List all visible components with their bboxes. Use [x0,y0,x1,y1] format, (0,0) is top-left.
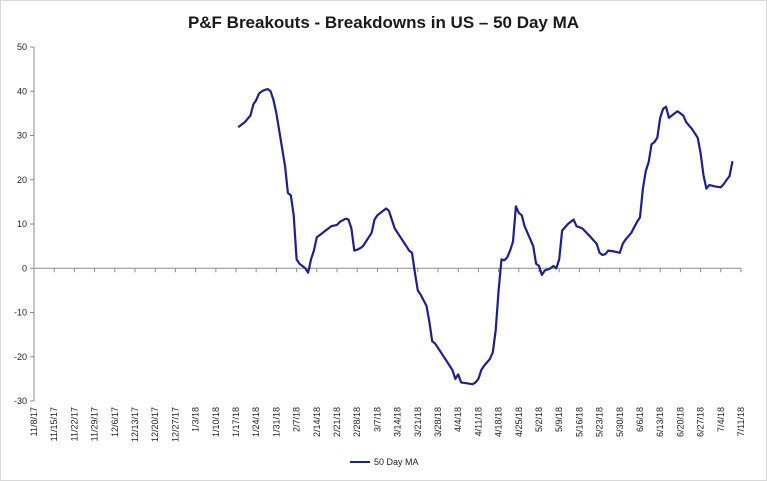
x-tick-label: 3/14/18 [393,407,403,437]
x-tick-label: 5/2/18 [534,407,544,432]
y-tick-label: 30 [17,131,27,141]
y-tick-label: 10 [17,219,27,229]
x-tick-label: 7/4/18 [716,407,726,432]
x-tick-label: 1/17/18 [231,407,241,437]
x-tick-label: 6/13/18 [655,407,665,437]
y-tick-label: 40 [17,86,27,96]
x-axis-tick-labels: 11/8/17 11/15/17 11/22/17 11/29/17 12/6/17 12… [29,407,746,442]
series-line-50-day-ma [237,87,734,386]
x-tick-label: 1/24/18 [251,407,261,437]
x-axis-ticks [33,268,742,273]
x-tick-label: 5/9/18 [554,407,564,432]
series-layer [237,87,734,386]
x-tick-label: 6/20/18 [675,407,685,437]
x-tick-label: 2/14/18 [312,407,322,437]
x-tick-label: 2/28/18 [352,407,362,437]
x-tick-label: 11/15/17 [49,407,59,441]
x-tick-label: 3/7/18 [372,407,382,432]
x-tick-label: 2/21/18 [332,407,342,437]
x-tick-label: 5/23/18 [595,407,605,437]
chart-axes [30,46,741,402]
y-axis-tick-labels: 50 40 30 20 10 0 -10 -20 -30 [14,42,27,406]
x-tick-label: 11/22/17 [69,407,79,441]
x-tick-label: 12/20/17 [150,407,160,442]
chart-title: P&F Breakouts - Breakdowns in US – 50 Da… [187,13,580,32]
x-tick-label: 7/11/18 [736,407,746,436]
legend: 50 Day MA [350,457,419,467]
x-tick-label: 11/29/17 [90,407,100,441]
legend-swatch [350,461,370,463]
x-tick-label: 4/4/18 [453,407,463,432]
y-tick-label: 50 [17,42,27,52]
y-tick-label: -30 [14,396,27,406]
x-tick-label: 5/16/18 [574,407,584,437]
x-tick-label: 4/11/18 [473,407,483,436]
x-tick-label: 3/21/18 [413,407,423,437]
x-tick-label: 4/25/18 [514,407,524,437]
x-tick-label: 2/7/18 [292,407,302,432]
legend-label-50-day-ma: 50 Day MA [374,457,419,467]
y-tick-label: 0 [22,263,27,273]
x-tick-label: 4/18/18 [494,407,504,437]
x-tick-label: 12/6/17 [110,407,120,437]
x-tick-label: 1/10/18 [211,407,221,437]
x-tick-label: 6/6/18 [635,407,645,432]
x-tick-label: 1/3/18 [191,407,201,432]
y-tick-label: -10 [14,308,27,318]
x-tick-label: 1/31/18 [271,407,281,437]
x-tick-label: 5/30/18 [615,407,625,437]
x-tick-label: 12/13/17 [130,407,140,442]
y-tick-label: -20 [14,352,27,362]
x-tick-label: 12/27/17 [170,407,180,442]
y-tick-label: 20 [17,175,27,185]
x-tick-label: 11/8/17 [29,407,39,436]
x-tick-label: 3/28/18 [433,407,443,437]
x-tick-label: 6/27/18 [696,407,706,437]
